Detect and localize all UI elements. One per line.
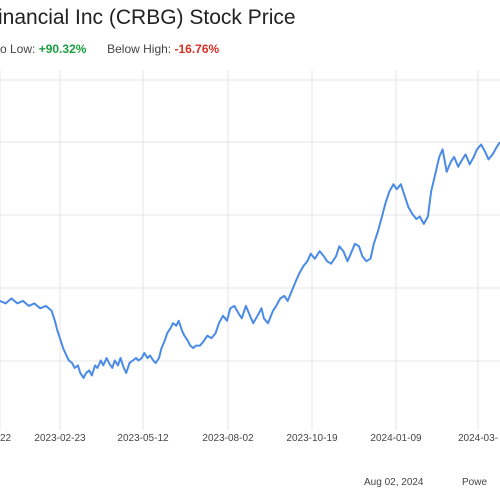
x-tick-label: 2024-03- <box>458 433 498 444</box>
above-low-value: +90.32% <box>38 42 87 56</box>
above-low-label: o Low: <box>0 42 36 56</box>
x-axis-ticks: 22 2023-02-23 2023-05-12 2023-08-02 2023-10-… <box>0 433 498 444</box>
stats-row: o Low: +90.32% Below High: -16.76% <box>0 42 219 56</box>
x-tick-label: 2023-10-19 <box>286 433 338 444</box>
price-series <box>0 141 500 379</box>
grid-lines <box>0 70 500 430</box>
footer-date: Aug 02, 2024 <box>364 477 424 488</box>
chart-title: inancial Inc (CRBG) Stock Price <box>0 6 296 29</box>
below-high-value: -16.76% <box>174 42 220 56</box>
x-tick-label: 2023-08-02 <box>202 433 254 444</box>
x-tick-label: 2023-02-23 <box>34 433 86 444</box>
x-tick-label: 2023-05-12 <box>117 433 169 444</box>
x-tick-label: 22 <box>0 433 12 444</box>
x-tick-label: 2024-01-09 <box>370 433 422 444</box>
price-line <box>0 141 500 379</box>
below-high-label: Below High: <box>107 42 172 56</box>
footer-powered-by: Powe <box>462 477 488 488</box>
